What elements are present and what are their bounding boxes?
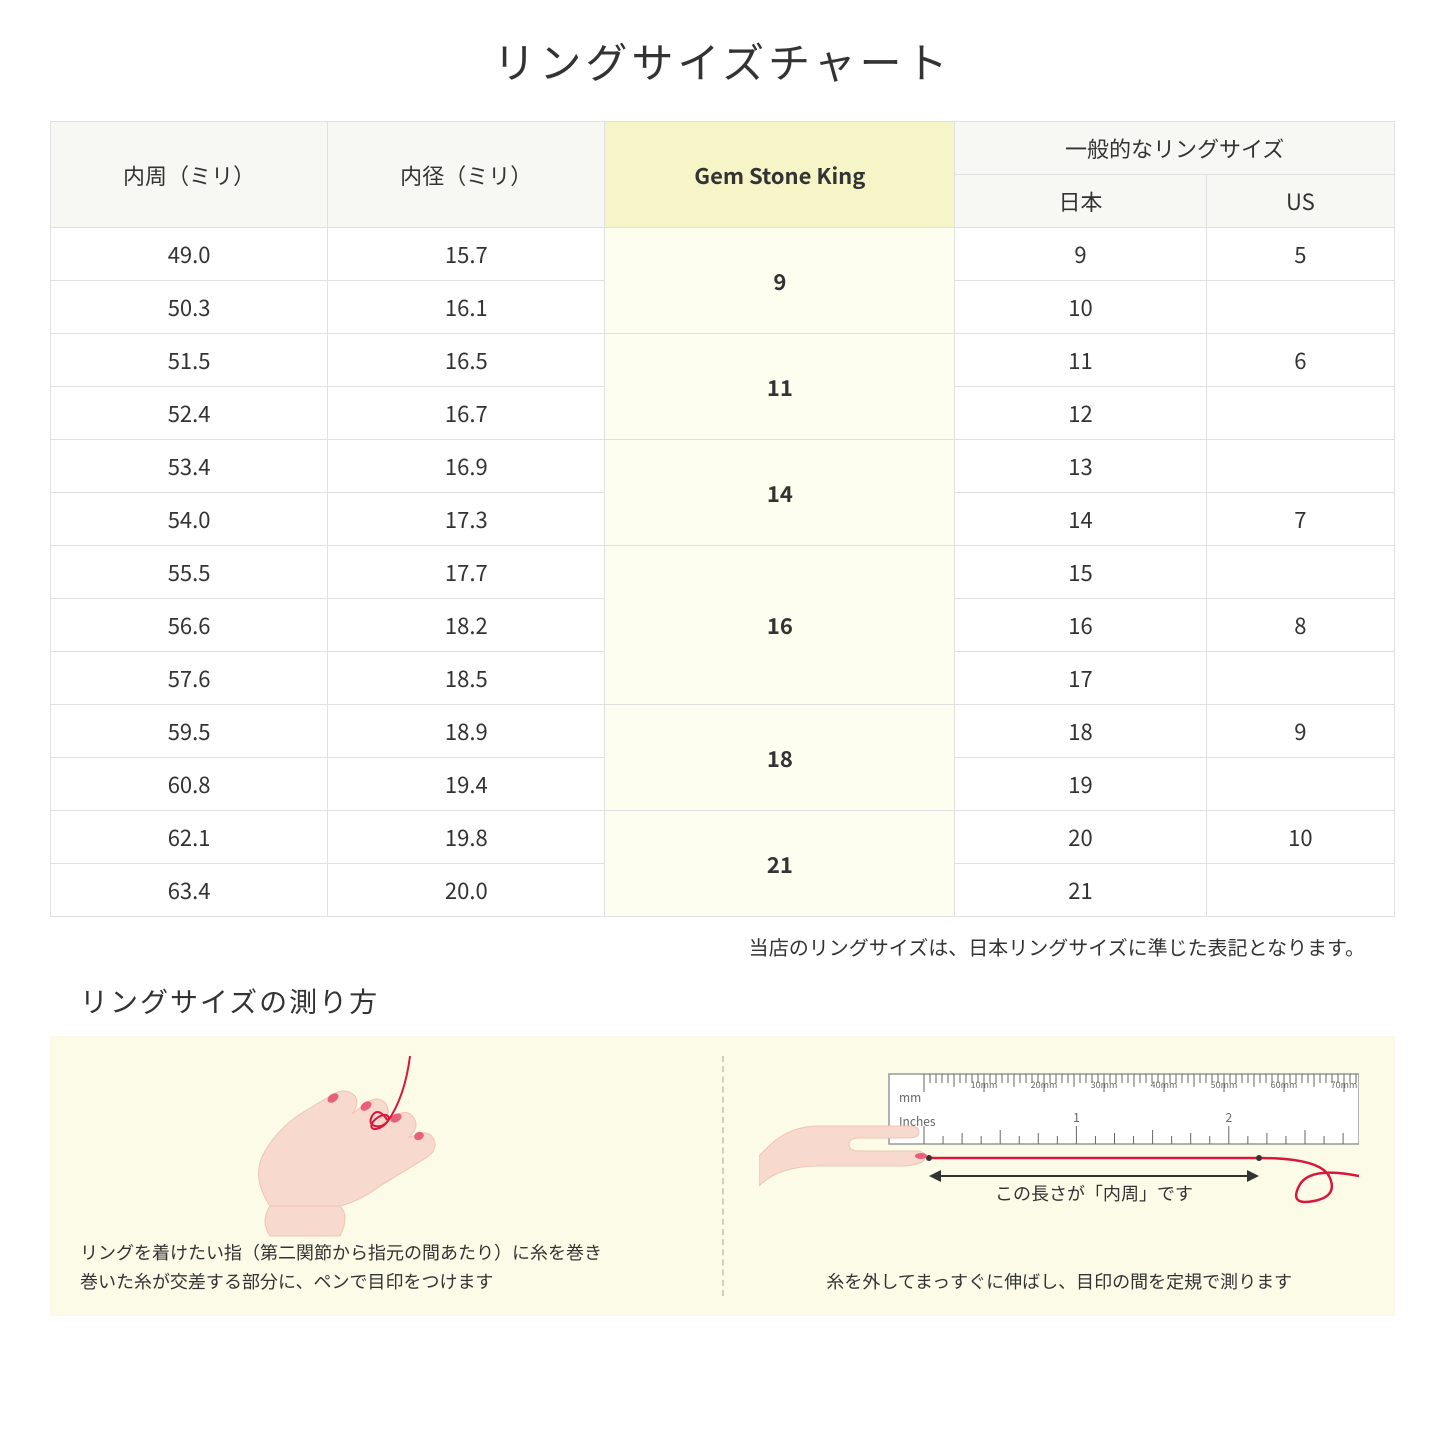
cell-us: 10 [1206,811,1394,864]
cell-diameter: 16.9 [328,440,605,493]
col-general-group: 一般的なリングサイズ [955,122,1395,175]
cell-circumference: 55.5 [51,546,328,599]
cell-japan: 16 [955,599,1206,652]
table-row: 55.517.71615 [51,546,1395,599]
cell-circumference: 49.0 [51,228,328,281]
col-circumference: 内周（ミリ） [51,122,328,228]
cell-diameter: 16.7 [328,387,605,440]
table-note: 当店のリングサイズは、日本リングサイズに準じた表記となります。 [50,932,1395,961]
cell-diameter: 18.5 [328,652,605,705]
cell-circumference: 52.4 [51,387,328,440]
cell-japan: 9 [955,228,1206,281]
cell-us [1206,387,1394,440]
cell-circumference: 51.5 [51,334,328,387]
cell-gsk: 21 [605,811,955,917]
col-diameter: 内径（ミリ） [328,122,605,228]
cell-circumference: 50.3 [51,281,328,334]
cell-circumference: 57.6 [51,652,328,705]
cell-japan: 17 [955,652,1206,705]
table-row: 51.516.511116 [51,334,1395,387]
cell-gsk: 18 [605,705,955,811]
cell-us: 9 [1206,705,1394,758]
cell-us: 7 [1206,493,1394,546]
cell-gsk: 14 [605,440,955,546]
howto-step-2: 10mm20mm30mm40mm50mm60mm70mm mm 12 Inche… [724,1036,1396,1316]
cell-diameter: 18.2 [328,599,605,652]
howto-caption-1: リングを着けたい指（第二関節から指元の間あたり）に糸を巻き 巻いた糸が交差する部… [80,1238,692,1296]
cell-japan: 13 [955,440,1206,493]
cell-japan: 18 [955,705,1206,758]
cell-diameter: 19.4 [328,758,605,811]
cell-japan: 15 [955,546,1206,599]
table-row: 62.119.8212010 [51,811,1395,864]
cell-us [1206,440,1394,493]
cell-us [1206,652,1394,705]
cell-circumference: 60.8 [51,758,328,811]
svg-text:10mm: 10mm [971,1078,998,1091]
svg-text:20mm: 20mm [1031,1078,1058,1091]
cell-japan: 14 [955,493,1206,546]
col-gsk: Gem Stone King [605,122,955,228]
cell-diameter: 19.8 [328,811,605,864]
howto-caption-2: 糸を外してまっすぐに伸ばし、目印の間を定規で測ります [754,1267,1366,1296]
cell-japan: 21 [955,864,1206,917]
col-japan: 日本 [955,175,1206,228]
howto-panel: リングを着けたい指（第二関節から指元の間あたり）に糸を巻き 巻いた糸が交差する部… [50,1036,1395,1316]
svg-text:1: 1 [1073,1109,1080,1126]
svg-text:2: 2 [1226,1109,1233,1126]
cell-diameter: 16.1 [328,281,605,334]
ruler-illustration: 10mm20mm30mm40mm50mm60mm70mm mm 12 Inche… [759,1066,1359,1236]
cell-japan: 19 [955,758,1206,811]
cell-circumference: 63.4 [51,864,328,917]
cell-gsk: 9 [605,228,955,334]
cell-circumference: 53.4 [51,440,328,493]
svg-text:70mm: 70mm [1331,1078,1358,1091]
cell-diameter: 17.7 [328,546,605,599]
cell-diameter: 18.9 [328,705,605,758]
table-row: 49.015.7995 [51,228,1395,281]
col-us: US [1206,175,1394,228]
table-row: 59.518.918189 [51,705,1395,758]
svg-text:60mm: 60mm [1271,1078,1298,1091]
cell-diameter: 20.0 [328,864,605,917]
cell-us [1206,758,1394,811]
cell-diameter: 16.5 [328,334,605,387]
cell-japan: 12 [955,387,1206,440]
cell-circumference: 56.6 [51,599,328,652]
svg-text:この長さが「内周」です: この長さが「内周」です [995,1180,1193,1206]
table-row: 53.416.91413 [51,440,1395,493]
cell-circumference: 59.5 [51,705,328,758]
svg-text:30mm: 30mm [1091,1078,1118,1091]
cell-japan: 10 [955,281,1206,334]
cell-diameter: 17.3 [328,493,605,546]
cell-circumference: 54.0 [51,493,328,546]
cell-circumference: 62.1 [51,811,328,864]
svg-text:mm: mm [899,1089,921,1106]
svg-text:50mm: 50mm [1211,1078,1238,1091]
svg-text:40mm: 40mm [1151,1078,1178,1091]
page-title: リングサイズチャート [50,30,1395,91]
cell-us: 8 [1206,599,1394,652]
howto-step-1: リングを着けたい指（第二関節から指元の間あたり）に糸を巻き 巻いた糸が交差する部… [50,1036,722,1316]
cell-us [1206,864,1394,917]
cell-us: 6 [1206,334,1394,387]
cell-us [1206,281,1394,334]
cell-diameter: 15.7 [328,228,605,281]
cell-gsk: 11 [605,334,955,440]
cell-gsk: 16 [605,546,955,705]
cell-japan: 11 [955,334,1206,387]
cell-us: 5 [1206,228,1394,281]
hand-wrap-illustration [210,1056,550,1246]
howto-title: リングサイズの測り方 [80,981,1395,1021]
cell-japan: 20 [955,811,1206,864]
size-table: 内周（ミリ） 内径（ミリ） Gem Stone King 一般的なリングサイズ … [50,121,1395,917]
cell-us [1206,546,1394,599]
